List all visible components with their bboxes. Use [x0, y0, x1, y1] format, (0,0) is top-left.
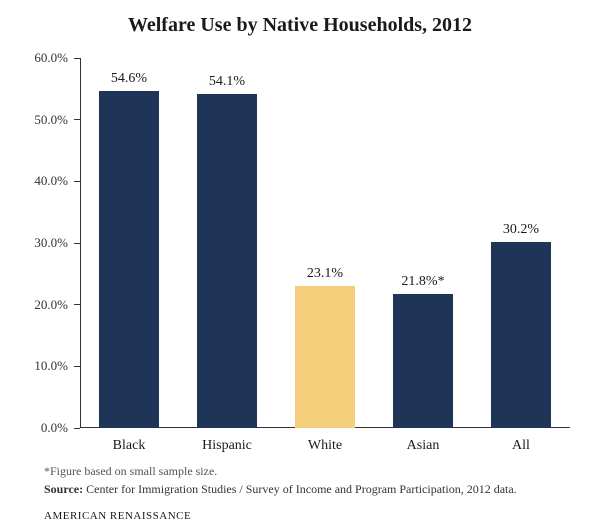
x-category-label: All	[512, 438, 530, 454]
source-label: Source:	[44, 482, 83, 496]
bar-value-label: 21.8%*	[401, 274, 444, 290]
chart-frame: Welfare Use by Native Households, 2012 0…	[0, 0, 600, 525]
y-tick-label: 10.0%	[34, 358, 68, 374]
bar-asian	[393, 294, 454, 428]
y-tick-label: 40.0%	[34, 173, 68, 189]
y-tick-mark	[74, 366, 80, 367]
y-tick-mark	[74, 119, 80, 120]
bar-value-label: 30.2%	[503, 222, 539, 238]
bar-value-label: 23.1%	[307, 266, 343, 282]
x-category-label: White	[308, 438, 342, 454]
footnote-text: *Figure based on small sample size.	[44, 464, 580, 479]
y-tick-label: 30.0%	[34, 235, 68, 251]
bar-all	[491, 242, 552, 428]
y-tick-label: 20.0%	[34, 297, 68, 313]
y-axis-line	[80, 58, 81, 428]
y-tick-label: 60.0%	[34, 50, 68, 66]
source-line: Source: Center for Immigration Studies /…	[44, 482, 580, 497]
y-tick-mark	[74, 428, 80, 429]
bar-black	[99, 91, 160, 428]
y-tick-mark	[74, 181, 80, 182]
y-tick-mark	[74, 243, 80, 244]
brand-text: AMERICAN RENAISSANCE	[44, 510, 580, 522]
y-tick-label: 0.0%	[41, 420, 68, 436]
x-category-label: Asian	[407, 438, 440, 454]
x-category-label: Black	[113, 438, 146, 454]
chart-title: Welfare Use by Native Households, 2012	[0, 14, 600, 37]
y-tick-label: 50.0%	[34, 112, 68, 128]
bar-white	[295, 286, 356, 428]
x-category-label: Hispanic	[202, 438, 252, 454]
bar-value-label: 54.6%	[111, 71, 147, 87]
source-text: Center for Immigration Studies / Survey …	[83, 482, 517, 496]
y-tick-mark	[74, 58, 80, 59]
bar-value-label: 54.1%	[209, 74, 245, 90]
plot-area: 0.0%10.0%20.0%30.0%40.0%50.0%60.0%54.6%B…	[80, 58, 570, 428]
bar-hispanic	[197, 94, 258, 428]
y-tick-mark	[74, 304, 80, 305]
